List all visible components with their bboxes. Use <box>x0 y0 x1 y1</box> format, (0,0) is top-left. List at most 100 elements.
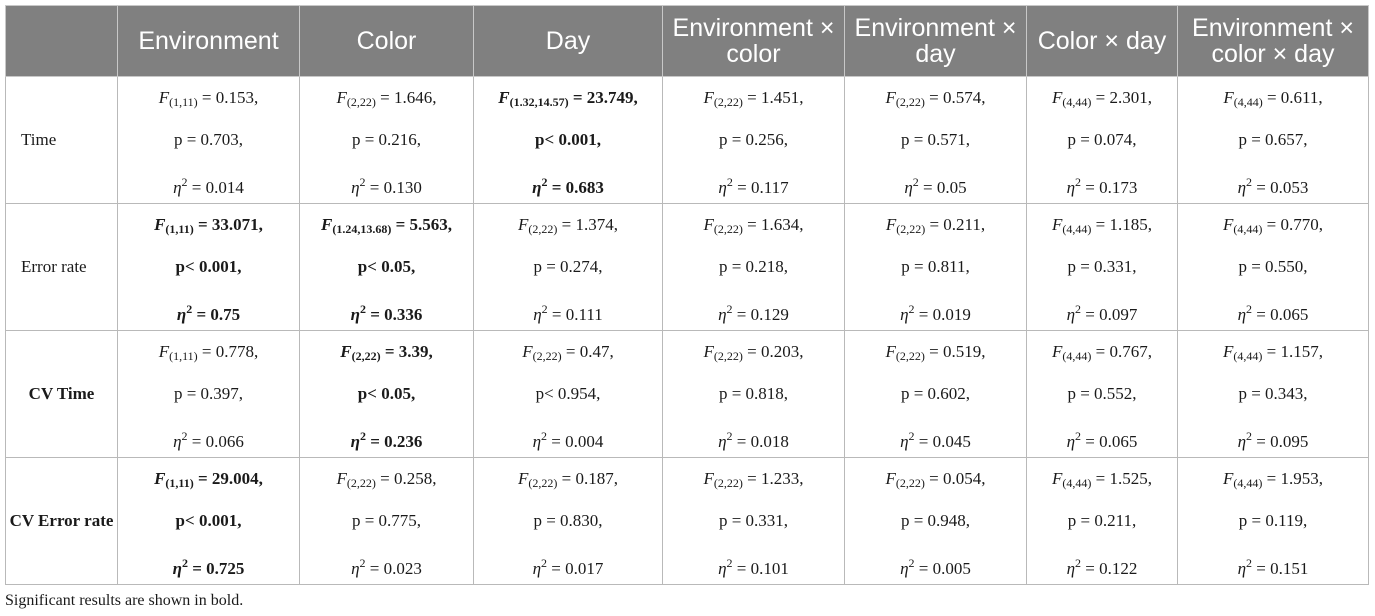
f-statistic: F(4,44) = 0.611, <box>1178 77 1368 119</box>
f-symbol: F <box>336 469 347 488</box>
eta-value: = 0.336 <box>365 305 423 324</box>
stat-cell-environment-x-color-x-day: F(4,44) = 0.611, p = 0.657, η2 = 0.053 <box>1177 76 1369 204</box>
stat-cell-day: F(2,22) = 0.47, p< 0.954, η2 = 0.004 <box>473 330 663 458</box>
eta-symbol: η <box>1066 432 1076 451</box>
f-statistic: F(2,22) = 1.233, <box>663 458 844 500</box>
effect-size: η2 = 0.017 <box>474 542 662 584</box>
effect-size: η2 = 0.045 <box>845 415 1026 457</box>
eta-exponent: 2 <box>912 175 919 189</box>
eta-exponent: 2 <box>726 175 733 189</box>
effect-size: η2 = 0.117 <box>663 161 844 203</box>
stat-cell-color: F(1.24,13.68) = 5.563, p< 0.05, η2 = 0.336 <box>299 203 474 331</box>
f-value: = 1.451, <box>742 88 804 107</box>
eta-value: = 0.019 <box>914 305 971 324</box>
f-statistic: F(4,44) = 2.301, <box>1027 77 1177 119</box>
eta-symbol: η <box>1066 305 1076 324</box>
degrees-of-freedom: (1,11) <box>169 95 198 109</box>
eta-symbol: η <box>532 178 542 197</box>
eta-exponent: 2 <box>541 175 548 189</box>
f-statistic: F(2,22) = 0.203, <box>663 331 844 373</box>
eta-value: = 0.151 <box>1252 559 1309 578</box>
degrees-of-freedom: (4,44) <box>1062 349 1092 363</box>
p-value: p = 0.550, <box>1238 257 1308 276</box>
eta-symbol: η <box>900 432 909 451</box>
stat-cell-environment-x-color: F(2,22) = 0.203, p = 0.818, η2 = 0.018 <box>662 330 845 458</box>
f-symbol: F <box>518 215 529 234</box>
f-statistic: F(1,11) = 0.778, <box>118 331 299 373</box>
header-environment-x-day: Environment × day <box>844 5 1027 77</box>
eta-symbol: η <box>532 559 542 578</box>
f-statistic: F(2,22) = 1.646, <box>300 77 473 119</box>
f-symbol: F <box>1223 469 1234 488</box>
f-value: = 0.611, <box>1262 88 1323 107</box>
f-value: = 1.157, <box>1262 342 1323 361</box>
eta-symbol: η <box>1066 559 1076 578</box>
eta-symbol: η <box>1237 559 1247 578</box>
p-value: p = 0.948, <box>900 511 971 530</box>
stat-cell-day: F(1.32,14.57) = 23.749, p< 0.001, η2 = 0.6… <box>473 76 663 204</box>
f-statistic: F(4,44) = 1.157, <box>1178 331 1368 373</box>
p-value: p = 0.343, <box>1238 384 1308 403</box>
f-symbol: F <box>154 215 166 234</box>
degrees-of-freedom: (2,22) <box>713 222 743 236</box>
f-statistic: F(2,22) = 0.211, <box>845 204 1026 246</box>
f-value: = 33.071, <box>193 215 263 234</box>
f-symbol: F <box>340 342 352 361</box>
f-value: = 2.301, <box>1091 88 1152 107</box>
eta-value: = 0.725 <box>187 559 245 578</box>
eta-exponent: 2 <box>1246 175 1253 189</box>
stat-cell-color: F(2,22) = 3.39, p< 0.05, η2 = 0.236 <box>299 330 474 458</box>
degrees-of-freedom: (1,11) <box>165 476 194 490</box>
stat-cell-color: F(2,22) = 1.646, p = 0.216, η2 = 0.130 <box>299 76 474 204</box>
effect-size: η2 = 0.065 <box>1178 288 1368 330</box>
stat-cell-environment-x-day: F(2,22) = 0.054, p = 0.948, η2 = 0.005 <box>844 457 1027 585</box>
p-value: p = 0.397, <box>173 384 244 403</box>
p-value: p = 0.818, <box>718 384 789 403</box>
p-value: p< 0.001, <box>175 257 242 276</box>
degrees-of-freedom: (2,22) <box>346 95 376 109</box>
f-statistic: F(2,22) = 1.451, <box>663 77 844 119</box>
p-value: p = 0.703, <box>173 130 244 149</box>
eta-symbol: η <box>1237 432 1247 451</box>
f-value: = 1.185, <box>1091 215 1152 234</box>
table-row: CV Error rate F(1,11) = 29.004, p< 0.001, η… <box>5 457 1369 585</box>
p-value: p< 0.05, <box>357 384 416 403</box>
eta-value: = 0.017 <box>547 559 604 578</box>
table-row: Time F(1,11) = 0.153, p = 0.703, η2 = 0.014… <box>5 76 1369 204</box>
f-statistic: F(4,44) = 1.525, <box>1027 458 1177 500</box>
f-symbol: F <box>518 469 529 488</box>
f-statistic: F(2,22) = 1.634, <box>663 204 844 246</box>
eta-value: = 0.129 <box>732 305 789 324</box>
f-statistic: F(2,22) = 0.574, <box>845 77 1026 119</box>
f-symbol: F <box>885 469 896 488</box>
eta-exponent: 2 <box>726 429 733 443</box>
p-value: p< 0.05, <box>357 257 416 276</box>
stat-cell-environment: F(1,11) = 0.778, p = 0.397, η2 = 0.066 <box>117 330 300 458</box>
effect-size: η2 = 0.097 <box>1027 288 1177 330</box>
f-statistic: F(4,44) = 1.953, <box>1178 458 1368 500</box>
f-symbol: F <box>1052 469 1063 488</box>
f-statistic: F(4,44) = 0.767, <box>1027 331 1177 373</box>
eta-symbol: η <box>904 178 913 197</box>
eta-exponent: 2 <box>1075 175 1082 189</box>
effect-size: η2 = 0.236 <box>300 415 473 457</box>
f-value: = 1.233, <box>742 469 804 488</box>
p-value: p = 0.331, <box>1067 257 1137 276</box>
eta-exponent: 2 <box>181 556 188 570</box>
effect-size: η2 = 0.173 <box>1027 161 1177 203</box>
effect-size: η2 = 0.014 <box>118 161 299 203</box>
degrees-of-freedom: (2,22) <box>895 476 925 490</box>
degrees-of-freedom: (2,22) <box>896 222 926 236</box>
stat-cell-color-x-day: F(4,44) = 1.525, p = 0.211, η2 = 0.122 <box>1026 457 1178 585</box>
f-statistic: F(2,22) = 0.258, <box>300 458 473 500</box>
f-symbol: F <box>1223 88 1234 107</box>
header-environment-x-color-x-day: Environment × color × day <box>1177 5 1369 77</box>
degrees-of-freedom: (2,22) <box>528 476 558 490</box>
eta-value: = 0.236 <box>365 432 423 451</box>
f-symbol: F <box>1223 215 1234 234</box>
f-statistic: F(2,22) = 0.47, <box>474 331 662 373</box>
header-environment: Environment <box>117 5 300 77</box>
f-statistic: F(1,11) = 33.071, <box>118 204 299 246</box>
degrees-of-freedom: (1,11) <box>169 349 198 363</box>
eta-exponent: 2 <box>359 556 366 570</box>
